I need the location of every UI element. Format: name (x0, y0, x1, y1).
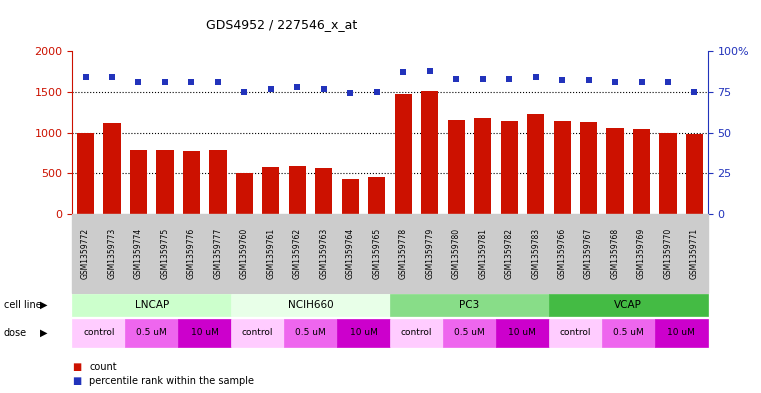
Bar (130, 150, 147, 214)
Text: GSM1359766: GSM1359766 (558, 228, 567, 279)
Bar (342, 179, 359, 214)
Text: GSM1359765: GSM1359765 (372, 228, 381, 279)
Point (344, 90, 356, 97)
Point (238, 89, 250, 95)
Point (212, 79, 224, 85)
Text: 10 uM: 10 uM (191, 329, 218, 337)
Text: GSM1359776: GSM1359776 (187, 228, 196, 279)
Bar (633, 129, 650, 214)
Text: GSM1359775: GSM1359775 (161, 228, 170, 279)
Bar (553, 121, 571, 214)
Text: ▶: ▶ (40, 328, 48, 338)
Text: count: count (89, 362, 116, 373)
Text: GSM1359774: GSM1359774 (134, 228, 143, 279)
Bar (686, 134, 703, 214)
Bar (368, 177, 385, 214)
Bar (156, 150, 174, 214)
Point (476, 76, 489, 82)
Text: 10 uM: 10 uM (349, 329, 377, 337)
Text: GSM1359769: GSM1359769 (637, 228, 646, 279)
Point (689, 89, 701, 95)
Text: GSM1359773: GSM1359773 (107, 228, 116, 279)
Text: ■: ■ (72, 376, 81, 386)
Text: ▶: ▶ (40, 300, 48, 310)
Text: cell line: cell line (4, 300, 42, 310)
Bar (77, 132, 94, 214)
Bar (527, 114, 544, 214)
Text: control: control (559, 329, 591, 337)
Point (609, 79, 621, 85)
Text: GSM1359780: GSM1359780 (452, 228, 460, 279)
Text: GSM1359777: GSM1359777 (213, 228, 222, 279)
Bar (580, 122, 597, 214)
Text: percentile rank within the sample: percentile rank within the sample (89, 376, 254, 386)
Text: GSM1359767: GSM1359767 (584, 228, 593, 279)
Text: GSM1359760: GSM1359760 (240, 228, 249, 279)
Point (318, 85, 330, 92)
Point (662, 79, 674, 85)
Text: GSM1359762: GSM1359762 (293, 228, 302, 279)
Text: LNCAP: LNCAP (135, 300, 169, 310)
Text: 0.5 uM: 0.5 uM (295, 329, 326, 337)
Text: 0.5 uM: 0.5 uM (613, 329, 644, 337)
Bar (395, 94, 412, 214)
Bar (103, 123, 120, 214)
Point (424, 68, 436, 74)
Bar (209, 150, 227, 214)
Text: GDS4952 / 227546_x_at: GDS4952 / 227546_x_at (206, 18, 357, 31)
Point (582, 77, 594, 84)
Text: 0.5 uM: 0.5 uM (454, 329, 485, 337)
Text: ■: ■ (72, 362, 81, 373)
Bar (474, 118, 492, 214)
Text: control: control (242, 329, 273, 337)
Point (371, 89, 383, 95)
Point (556, 77, 568, 84)
Text: 0.5 uM: 0.5 uM (136, 329, 167, 337)
Text: GSM1359768: GSM1359768 (610, 228, 619, 279)
Text: dose: dose (4, 328, 27, 338)
Text: GSM1359781: GSM1359781 (478, 228, 487, 279)
Point (530, 74, 542, 80)
Text: control: control (401, 329, 432, 337)
Point (159, 79, 171, 85)
Point (397, 69, 409, 75)
Text: GSM1359763: GSM1359763 (320, 228, 328, 279)
Point (106, 74, 118, 80)
Text: GSM1359764: GSM1359764 (345, 228, 355, 279)
Bar (315, 168, 333, 214)
Bar (501, 121, 517, 214)
Point (186, 79, 198, 85)
Text: GSM1359761: GSM1359761 (266, 228, 275, 279)
Bar (236, 173, 253, 214)
Text: GSM1359770: GSM1359770 (664, 228, 673, 279)
Point (265, 85, 277, 92)
Bar (288, 166, 306, 214)
Point (132, 79, 145, 85)
Point (503, 76, 515, 82)
Text: control: control (83, 329, 114, 337)
Text: 10 uM: 10 uM (667, 329, 696, 337)
Text: GSM1359772: GSM1359772 (81, 228, 90, 279)
Bar (421, 91, 438, 214)
Text: 10 uM: 10 uM (508, 329, 537, 337)
Text: VCAP: VCAP (614, 300, 642, 310)
Point (291, 84, 304, 90)
Text: PC3: PC3 (460, 300, 479, 310)
Text: GSM1359778: GSM1359778 (399, 228, 408, 279)
Text: GSM1359771: GSM1359771 (690, 228, 699, 279)
Bar (660, 132, 677, 214)
Point (450, 76, 462, 82)
Text: GSM1359779: GSM1359779 (425, 228, 435, 279)
Text: GSM1359782: GSM1359782 (505, 228, 514, 279)
Text: NCIH660: NCIH660 (288, 300, 333, 310)
Bar (263, 167, 279, 214)
Bar (183, 151, 200, 214)
Bar (447, 119, 465, 214)
Point (635, 79, 648, 85)
Point (79, 74, 91, 80)
Text: GSM1359783: GSM1359783 (531, 228, 540, 279)
Bar (607, 128, 624, 214)
